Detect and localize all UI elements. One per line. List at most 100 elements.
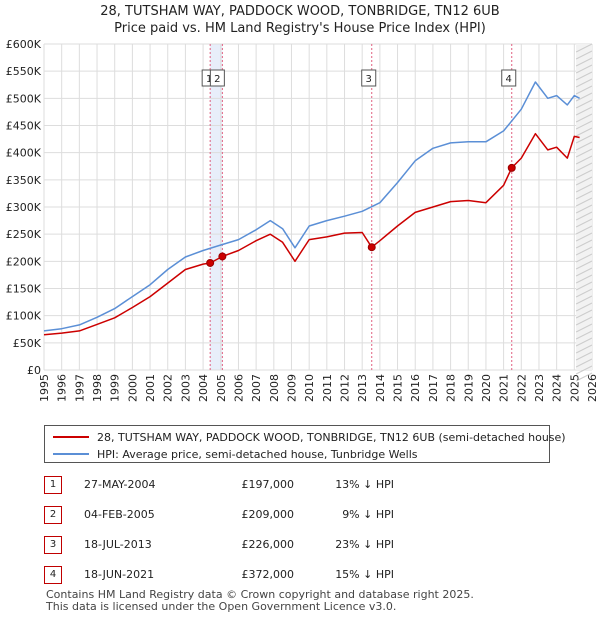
forecast-hatch xyxy=(575,99,593,109)
forecast-hatch xyxy=(575,253,593,263)
forecast-hatch xyxy=(575,358,593,368)
x-tick-label: 2023 xyxy=(533,374,546,402)
legend-item-property: 28, TUTSHAM WAY, PADDOCK WOOD, TONBRIDGE… xyxy=(53,428,566,446)
sale-price: £226,000 xyxy=(241,538,295,551)
footer-licence: This data is licensed under the Open Gov… xyxy=(46,600,397,613)
sale-price: £372,000 xyxy=(241,568,295,581)
forecast-hatch xyxy=(575,225,593,235)
x-tick-label: 2003 xyxy=(179,374,192,402)
forecast-hatch xyxy=(575,274,593,284)
y-tick-label: £550K xyxy=(6,65,42,78)
sale-point xyxy=(507,163,516,172)
sale-date: 04-FEB-2005 xyxy=(84,508,155,521)
sale-badge: 3 xyxy=(44,536,62,554)
series-line xyxy=(43,81,580,332)
x-tick-label: 2006 xyxy=(232,374,245,402)
y-tick-label: £300K xyxy=(6,201,42,214)
forecast-hatch xyxy=(575,169,593,179)
y-tick-label: £250K xyxy=(6,228,42,241)
x-tick-label: 1995 xyxy=(38,374,51,402)
forecast-hatch xyxy=(575,176,593,186)
y-tick-label: £100K xyxy=(6,310,42,323)
forecast-hatch xyxy=(575,43,593,53)
sale-row: 2 04-FEB-2005 £209,000 9% ↓ HPI xyxy=(44,506,564,526)
forecast-hatch xyxy=(575,337,593,347)
forecast-hatch xyxy=(575,267,593,277)
forecast-hatch xyxy=(575,155,593,165)
forecast-hatch xyxy=(575,141,593,151)
legend-label-property: 28, TUTSHAM WAY, PADDOCK WOOD, TONBRIDGE… xyxy=(97,430,566,444)
sale-point xyxy=(367,243,376,252)
forecast-hatch xyxy=(575,302,593,312)
sale-label-number: 3 xyxy=(366,74,372,85)
x-tick-label: 2010 xyxy=(303,374,316,402)
x-tick-label: 2020 xyxy=(480,374,493,402)
x-tick-label: 2014 xyxy=(374,374,387,402)
forecast-hatch xyxy=(575,78,593,88)
sale-row: 3 18-JUL-2013 £226,000 23% ↓ HPI xyxy=(44,536,564,556)
x-tick-label: 2004 xyxy=(197,374,210,402)
sale-hpi-diff: 23% ↓ HPI xyxy=(335,538,394,551)
forecast-hatch xyxy=(575,106,593,116)
sale-hpi-diff: 15% ↓ HPI xyxy=(335,568,394,581)
x-tick-label: 2018 xyxy=(445,374,458,402)
sale-label-box xyxy=(209,69,225,87)
forecast-hatch xyxy=(575,281,593,291)
series-line xyxy=(43,132,580,336)
x-tick-label: 2025 xyxy=(568,374,581,402)
y-tick-label: £0 xyxy=(27,364,41,377)
x-tick-label: 2013 xyxy=(356,374,369,402)
x-tick-label: 2015 xyxy=(392,374,405,402)
legend-swatch-hpi xyxy=(53,453,89,455)
x-tick-label: 1996 xyxy=(56,374,69,402)
x-tick-label: 1997 xyxy=(73,374,86,402)
forecast-hatch xyxy=(575,309,593,319)
x-tick-label: 2008 xyxy=(268,374,281,402)
x-tick-label: 2007 xyxy=(250,374,263,402)
x-tick-label: 2019 xyxy=(462,374,475,402)
sale-label-number: 2 xyxy=(214,74,220,85)
forecast-hatch xyxy=(575,57,593,67)
y-tick-label: £350K xyxy=(6,174,42,187)
plot-area: 1 2 3 4 £0 £50K £100K £150K £200K £250K £300K £350K… xyxy=(6,38,599,402)
forecast-hatch xyxy=(575,134,593,144)
sale-price: £197,000 xyxy=(241,478,295,491)
forecast-hatch xyxy=(575,113,593,123)
x-tick-label: 2016 xyxy=(409,374,422,402)
x-tick-label: 2009 xyxy=(285,374,298,402)
x-tick-label: 2001 xyxy=(144,374,157,402)
sale-badge: 4 xyxy=(44,566,62,584)
forecast-hatch xyxy=(575,127,593,137)
x-tick-label: 1998 xyxy=(91,374,104,402)
sale-badge: 1 xyxy=(44,476,62,494)
x-tick-label: 2017 xyxy=(427,374,440,402)
x-tick-label: 2005 xyxy=(215,374,228,402)
forecast-hatch xyxy=(575,316,593,326)
legend: 28, TUTSHAM WAY, PADDOCK WOOD, TONBRIDGE… xyxy=(44,425,566,463)
chart-title: 28, TUTSHAM WAY, PADDOCK WOOD, TONBRIDGE… xyxy=(100,4,499,19)
x-tick-label: 2026 xyxy=(586,374,599,402)
sale-label-number: 4 xyxy=(506,74,512,85)
forecast-hatch xyxy=(575,183,593,193)
forecast-hatch xyxy=(575,365,593,375)
sale-point xyxy=(218,252,227,261)
y-tick-label: £400K xyxy=(6,147,42,160)
forecast-hatch xyxy=(575,120,593,130)
forecast-hatch xyxy=(575,218,593,228)
forecast-hatch xyxy=(575,239,593,249)
forecast-hatch xyxy=(575,288,593,298)
sale-date: 18-JUL-2013 xyxy=(84,538,152,551)
forecast-hatch xyxy=(575,162,593,172)
forecast-hatch xyxy=(575,351,593,361)
sale-row: 4 18-JUN-2021 £372,000 15% ↓ HPI xyxy=(44,566,564,586)
forecast-hatch xyxy=(575,64,593,74)
sale-label-number: 1 xyxy=(206,74,212,85)
forecast-hatch xyxy=(575,92,593,102)
forecast-hatch xyxy=(575,190,593,200)
sale-label-box xyxy=(361,69,377,87)
sale-hpi-diff: 13% ↓ HPI xyxy=(335,478,394,491)
sale-point xyxy=(206,258,215,267)
x-tick-label: 2024 xyxy=(551,374,564,402)
y-tick-label: £200K xyxy=(6,255,42,268)
x-tick-label: 2002 xyxy=(162,374,175,402)
